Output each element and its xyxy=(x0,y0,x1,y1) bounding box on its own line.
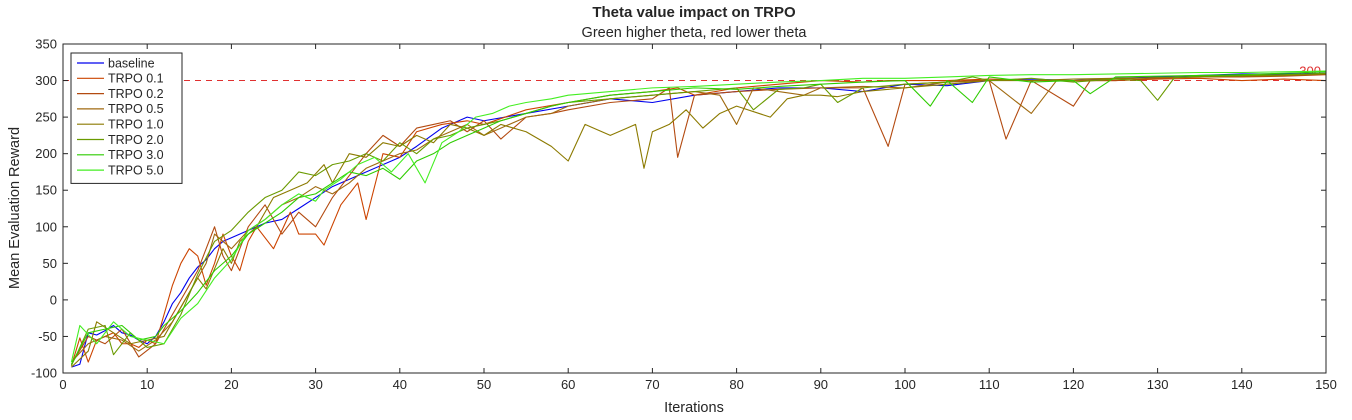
x-tick-label: 90 xyxy=(814,377,828,392)
x-tick-label: 60 xyxy=(561,377,575,392)
legend-box xyxy=(70,52,183,184)
y-tick-label: -50 xyxy=(38,329,57,344)
x-tick-label: 70 xyxy=(645,377,659,392)
series-line-trpo-3-0 xyxy=(70,71,1327,365)
series-line-trpo-0-2 xyxy=(70,74,1327,365)
x-tick-label: 150 xyxy=(1315,377,1337,392)
chart-subtitle: Green higher theta, red lower theta xyxy=(582,25,808,41)
y-tick-label: 0 xyxy=(50,292,57,307)
legend-label: TRPO 0.1 xyxy=(108,72,164,86)
y-tick-label: 150 xyxy=(35,183,57,198)
plot-area xyxy=(63,44,1326,373)
x-tick-label: 50 xyxy=(477,377,491,392)
y-axis: -100 -50 0 50 100 150 200 250 300 350 xyxy=(31,37,1326,381)
x-tick-label: 100 xyxy=(894,377,916,392)
legend-label: TRPO 2.0 xyxy=(108,133,164,147)
series-line-trpo-5-0 xyxy=(70,70,1327,363)
legend-label: TRPO 5.0 xyxy=(108,163,164,177)
x-tick-label: 40 xyxy=(393,377,407,392)
plot-frame xyxy=(62,43,1327,374)
y-tick-label: 200 xyxy=(35,146,57,161)
y-tick-label: 350 xyxy=(35,37,57,52)
x-tick-label: 110 xyxy=(979,377,1000,392)
x-axis: 0 10 20 30 40 50 60 70 80 90 100 110 120 130 140 150 xyxy=(59,44,1337,392)
y-tick-label: 250 xyxy=(35,110,57,125)
y-tick-label: 50 xyxy=(43,256,57,271)
legend-label: baseline xyxy=(108,56,155,70)
x-tick-label: 20 xyxy=(224,377,238,392)
y-tick-label: 100 xyxy=(35,219,57,234)
legend-label: TRPO 0.5 xyxy=(108,102,164,116)
x-tick-label: 0 xyxy=(59,377,66,392)
chart-title: Theta value impact on TRPO xyxy=(592,4,796,21)
x-tick-label: 80 xyxy=(729,377,743,392)
y-tick-label: -100 xyxy=(31,366,57,381)
x-tick-label: 30 xyxy=(308,377,322,392)
x-tick-label: 140 xyxy=(1231,377,1253,392)
legend-label: TRPO 1.0 xyxy=(108,118,164,132)
x-tick-label: 10 xyxy=(140,377,154,392)
y-tick-label: 300 xyxy=(35,73,57,88)
series-line-trpo-1-0 xyxy=(71,73,1327,368)
legend-label: TRPO 0.2 xyxy=(108,87,164,101)
y-axis-label: Mean Evaluation Reward xyxy=(7,127,23,289)
x-tick-label: 130 xyxy=(1147,377,1169,392)
series-group xyxy=(70,70,1327,368)
x-tick-label: 120 xyxy=(1063,377,1085,392)
legend-label: TRPO 3.0 xyxy=(108,148,164,162)
x-axis-label: Iterations xyxy=(664,400,724,416)
